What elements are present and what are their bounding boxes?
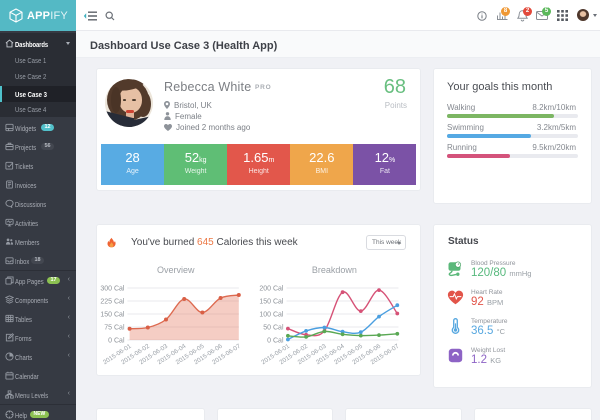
svg-text:150 Cal: 150 Cal [259, 299, 284, 306]
svg-text:225 Cal: 225 Cal [100, 299, 125, 306]
svg-text:150 Cal: 150 Cal [100, 312, 125, 319]
svg-text:50 Cal: 50 Cal [263, 325, 284, 332]
svg-text:Breakdown: Breakdown [312, 265, 357, 275]
svg-text:Overview: Overview [157, 265, 195, 275]
svg-text:200 Cal: 200 Cal [259, 286, 284, 293]
svg-text:300 Cal: 300 Cal [100, 286, 125, 293]
svg-text:75 Cal: 75 Cal [104, 325, 125, 332]
svg-text:0 Cal: 0 Cal [108, 338, 125, 345]
svg-text:100 Cal: 100 Cal [259, 312, 284, 319]
svg-text:0 Cal: 0 Cal [267, 338, 284, 345]
